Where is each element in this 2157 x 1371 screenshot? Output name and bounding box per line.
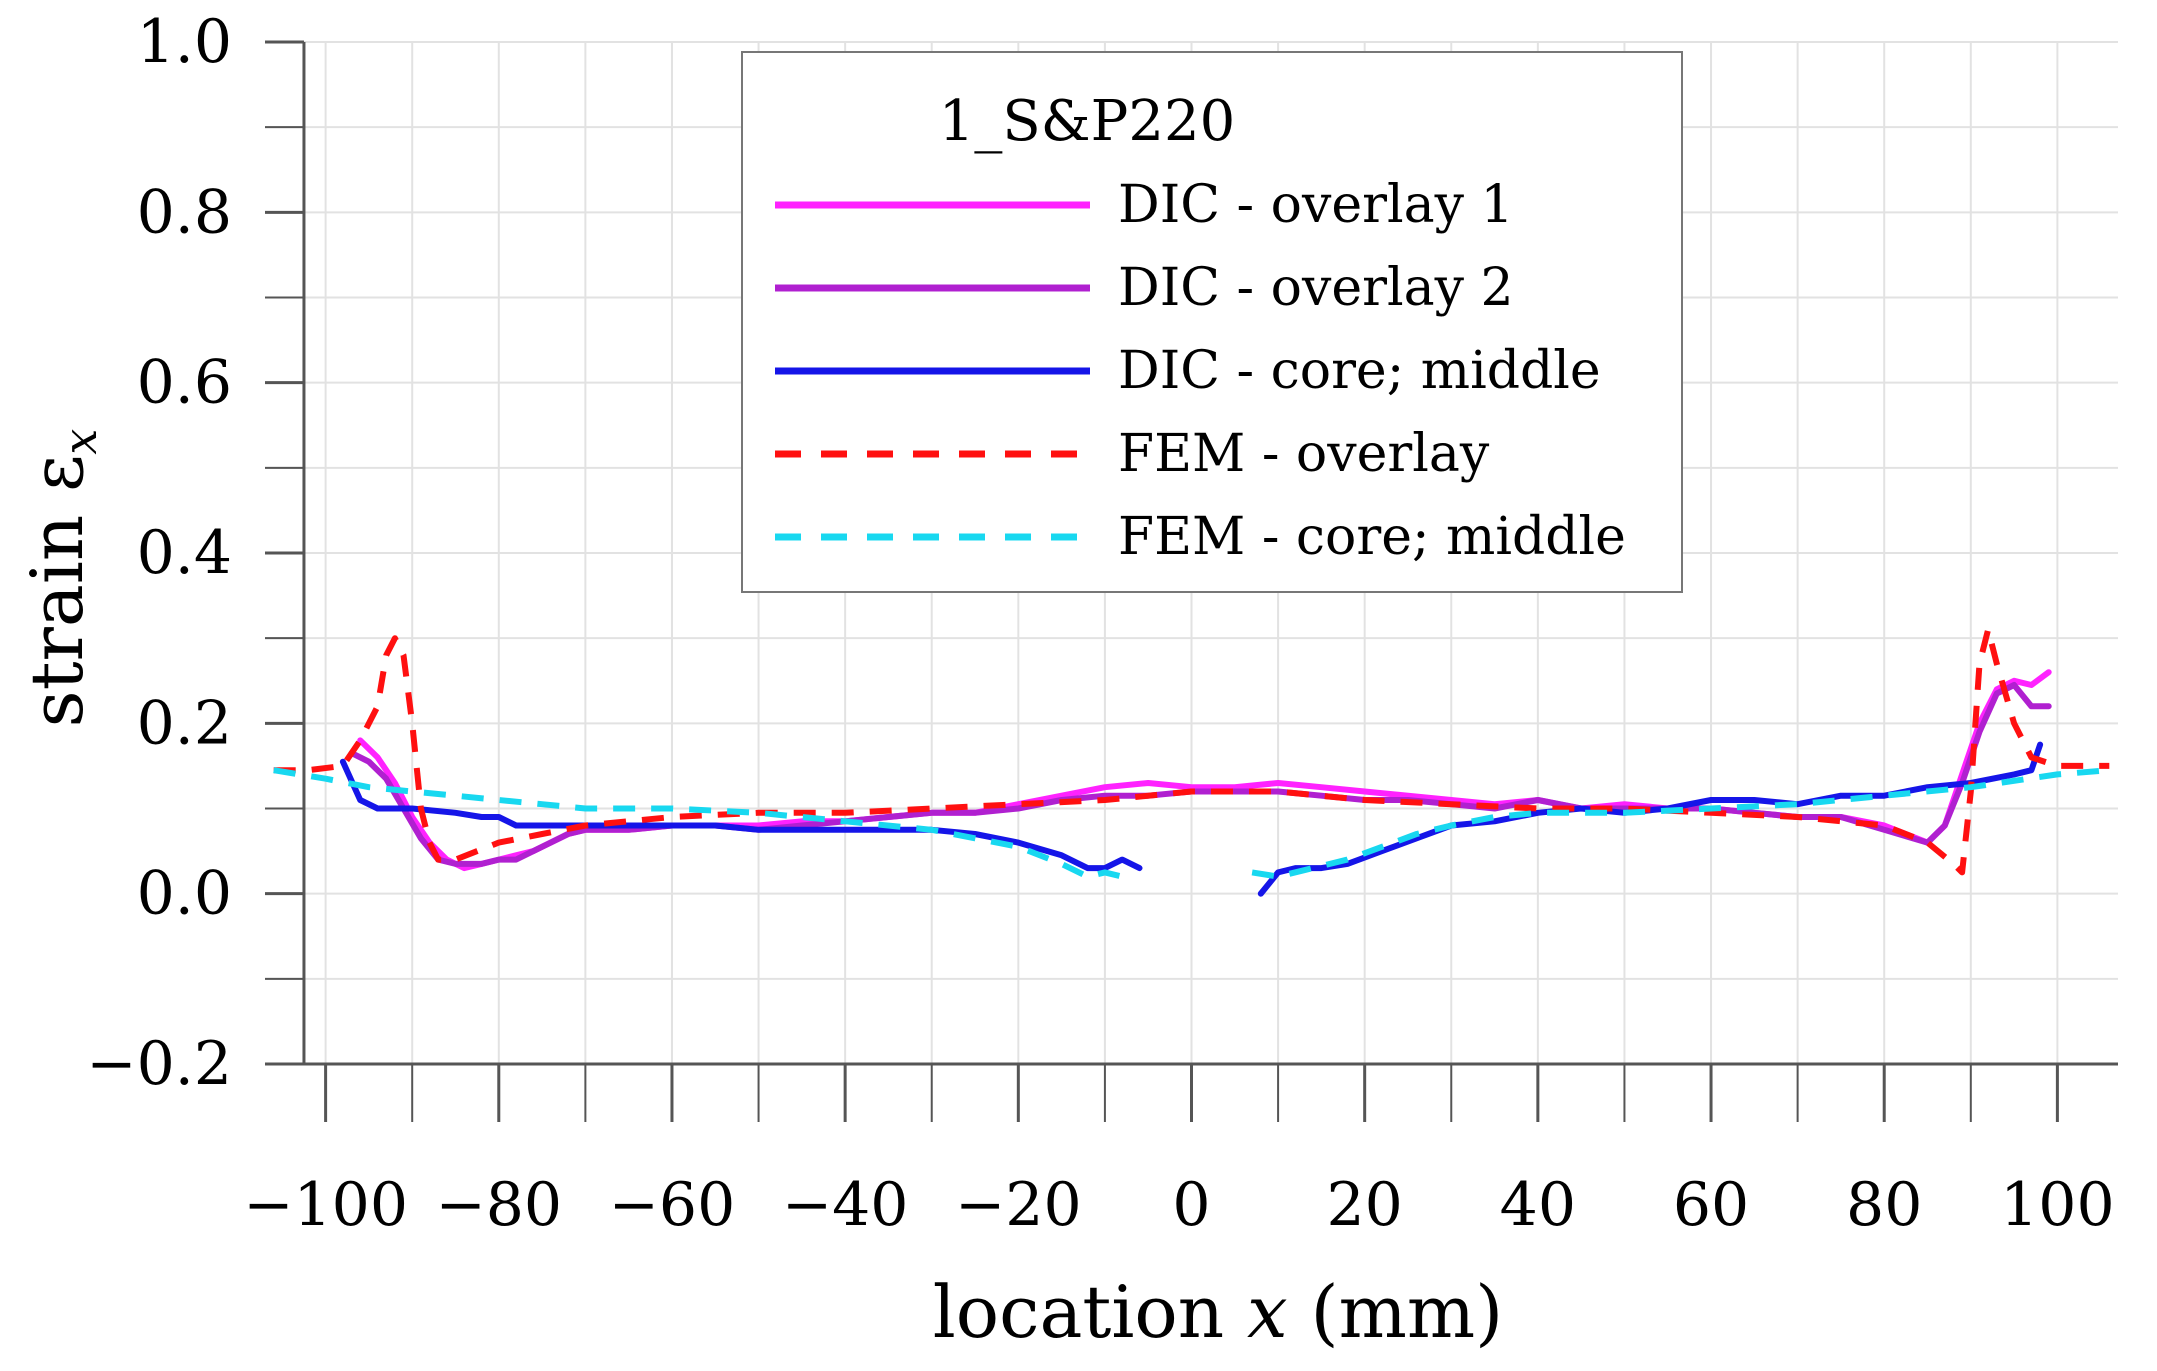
x-axis-title-prefix: location [933, 1270, 1247, 1354]
y-tick-label: 0.0 [137, 859, 232, 929]
series-line [339, 758, 1143, 872]
y-axis-title-sub: x [53, 429, 107, 455]
x-tick-label: −20 [955, 1170, 1082, 1240]
y-tick-label: 0.2 [137, 688, 232, 758]
legend-label: DIC - overlay 2 [1118, 258, 1514, 318]
y-tick-label: 1.0 [137, 7, 232, 77]
series-line [273, 767, 1123, 880]
x-tick-labels: −100 −80 −60 −40 −20 0 20 40 60 80 100 [243, 1170, 2114, 1240]
x-axis-title-suffix: (mm) [1288, 1270, 1504, 1354]
series-fem-overlay [273, 626, 2110, 876]
y-tick-label: 0.8 [137, 177, 232, 247]
y-axis-title-prefix: strain ε [15, 455, 99, 728]
legend-title: 1_S&P220 [939, 89, 1235, 154]
axes [265, 40, 2118, 1122]
y-tick-label: 0.4 [137, 518, 232, 588]
series-line [1251, 767, 2110, 880]
x-axis-title: location x (mm) [933, 1270, 1503, 1354]
series-line [273, 626, 2110, 876]
x-tick-label: 20 [1326, 1170, 1402, 1240]
legend-items: DIC - overlay 1 DIC - overlay 2 DIC - core… [775, 175, 1626, 567]
legend-box [741, 51, 1683, 593]
y-tick-labels: −0.2 0.0 0.2 0.4 0.6 0.8 1.0 [86, 7, 232, 1099]
legend-entry: FEM - core; middle [775, 507, 1626, 567]
x-tick-label: 80 [1846, 1170, 1922, 1240]
series-dic-overlay-2 [348, 682, 2052, 867]
series-line [1257, 741, 2044, 897]
series-layer [273, 626, 2110, 897]
legend-entry: DIC - overlay 1 [775, 175, 1514, 235]
legend-entry: DIC - core; middle [775, 341, 1601, 401]
x-tick-label: −80 [435, 1170, 562, 1240]
x-tick-label: 0 [1172, 1170, 1210, 1240]
x-tick-label: −60 [609, 1170, 736, 1240]
y-tick-label: −0.2 [86, 1029, 232, 1099]
y-axis-title: strain εx [15, 429, 107, 728]
x-tick-label: −100 [243, 1170, 408, 1240]
legend-entry: FEM - overlay [775, 424, 1490, 484]
x-tick-label: 60 [1673, 1170, 1749, 1240]
x-axis-title-var: x [1247, 1270, 1288, 1354]
legend-label: FEM - overlay [1118, 424, 1490, 484]
legend-entry: DIC - overlay 2 [775, 258, 1514, 318]
series-line [357, 669, 2052, 872]
legend-label: DIC - overlay 1 [1118, 175, 1514, 235]
x-tick-label: 40 [1500, 1170, 1576, 1240]
legend-label: FEM - core; middle [1118, 507, 1626, 567]
series-fem-core-middle [273, 767, 2110, 880]
x-tick-label: 100 [2000, 1170, 2115, 1240]
y-tick-label: 0.6 [137, 348, 232, 418]
legend-label: DIC - core; middle [1118, 341, 1601, 401]
series-dic-overlay-1 [357, 669, 2052, 872]
x-tick-label: −40 [782, 1170, 909, 1240]
series-line [348, 682, 2052, 867]
